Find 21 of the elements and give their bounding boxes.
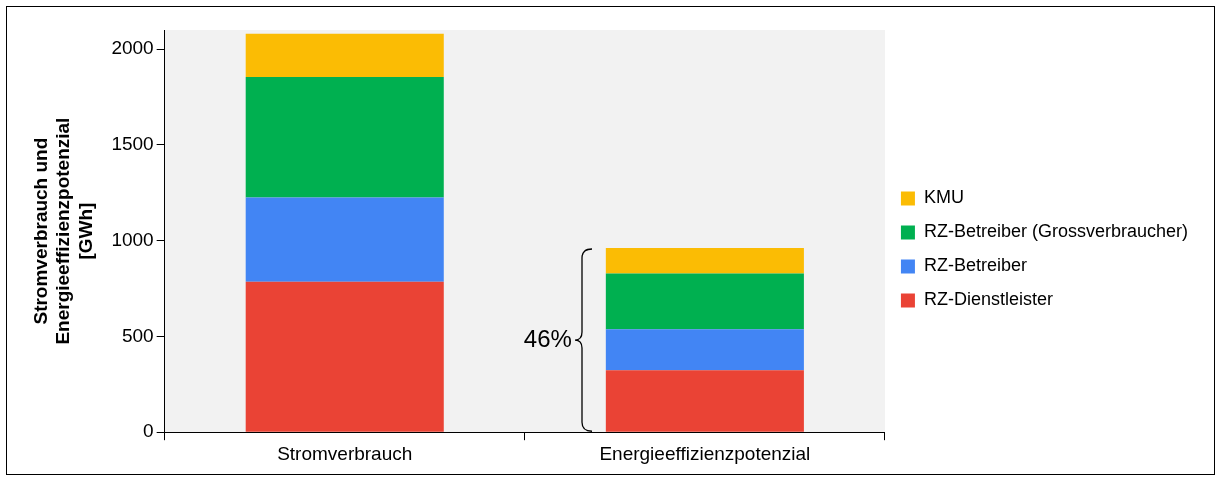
y-tick-label: 1500 <box>111 133 154 155</box>
y-tick-label: 0 <box>143 420 154 442</box>
legend-label: KMU <box>923 187 964 208</box>
bar <box>605 247 804 274</box>
y-tick-label: 1000 <box>111 228 154 250</box>
bar <box>605 329 804 371</box>
bar <box>245 33 444 77</box>
legend-label: RZ-Betreiber <box>923 255 1027 276</box>
bar <box>245 76 444 198</box>
bar <box>245 281 444 432</box>
x-tick-label: Energieeffizienzpotenzial <box>599 442 811 464</box>
legend-label: RZ-Dienstleister <box>923 289 1053 310</box>
bar <box>605 370 804 432</box>
y-axis-title: Stromverbrauch und Energieeffizienzpotenzial [GWh] <box>29 117 97 345</box>
y-tick-label: 500 <box>121 324 154 346</box>
legend-label: RZ-Betreiber (Grossverbraucher) <box>923 221 1189 242</box>
y-tick-label: 2000 <box>111 37 154 59</box>
bar <box>245 197 444 282</box>
x-tick-label: Stromverbrauch <box>277 442 413 464</box>
bar <box>605 273 804 330</box>
annotation: 46% <box>523 324 572 352</box>
